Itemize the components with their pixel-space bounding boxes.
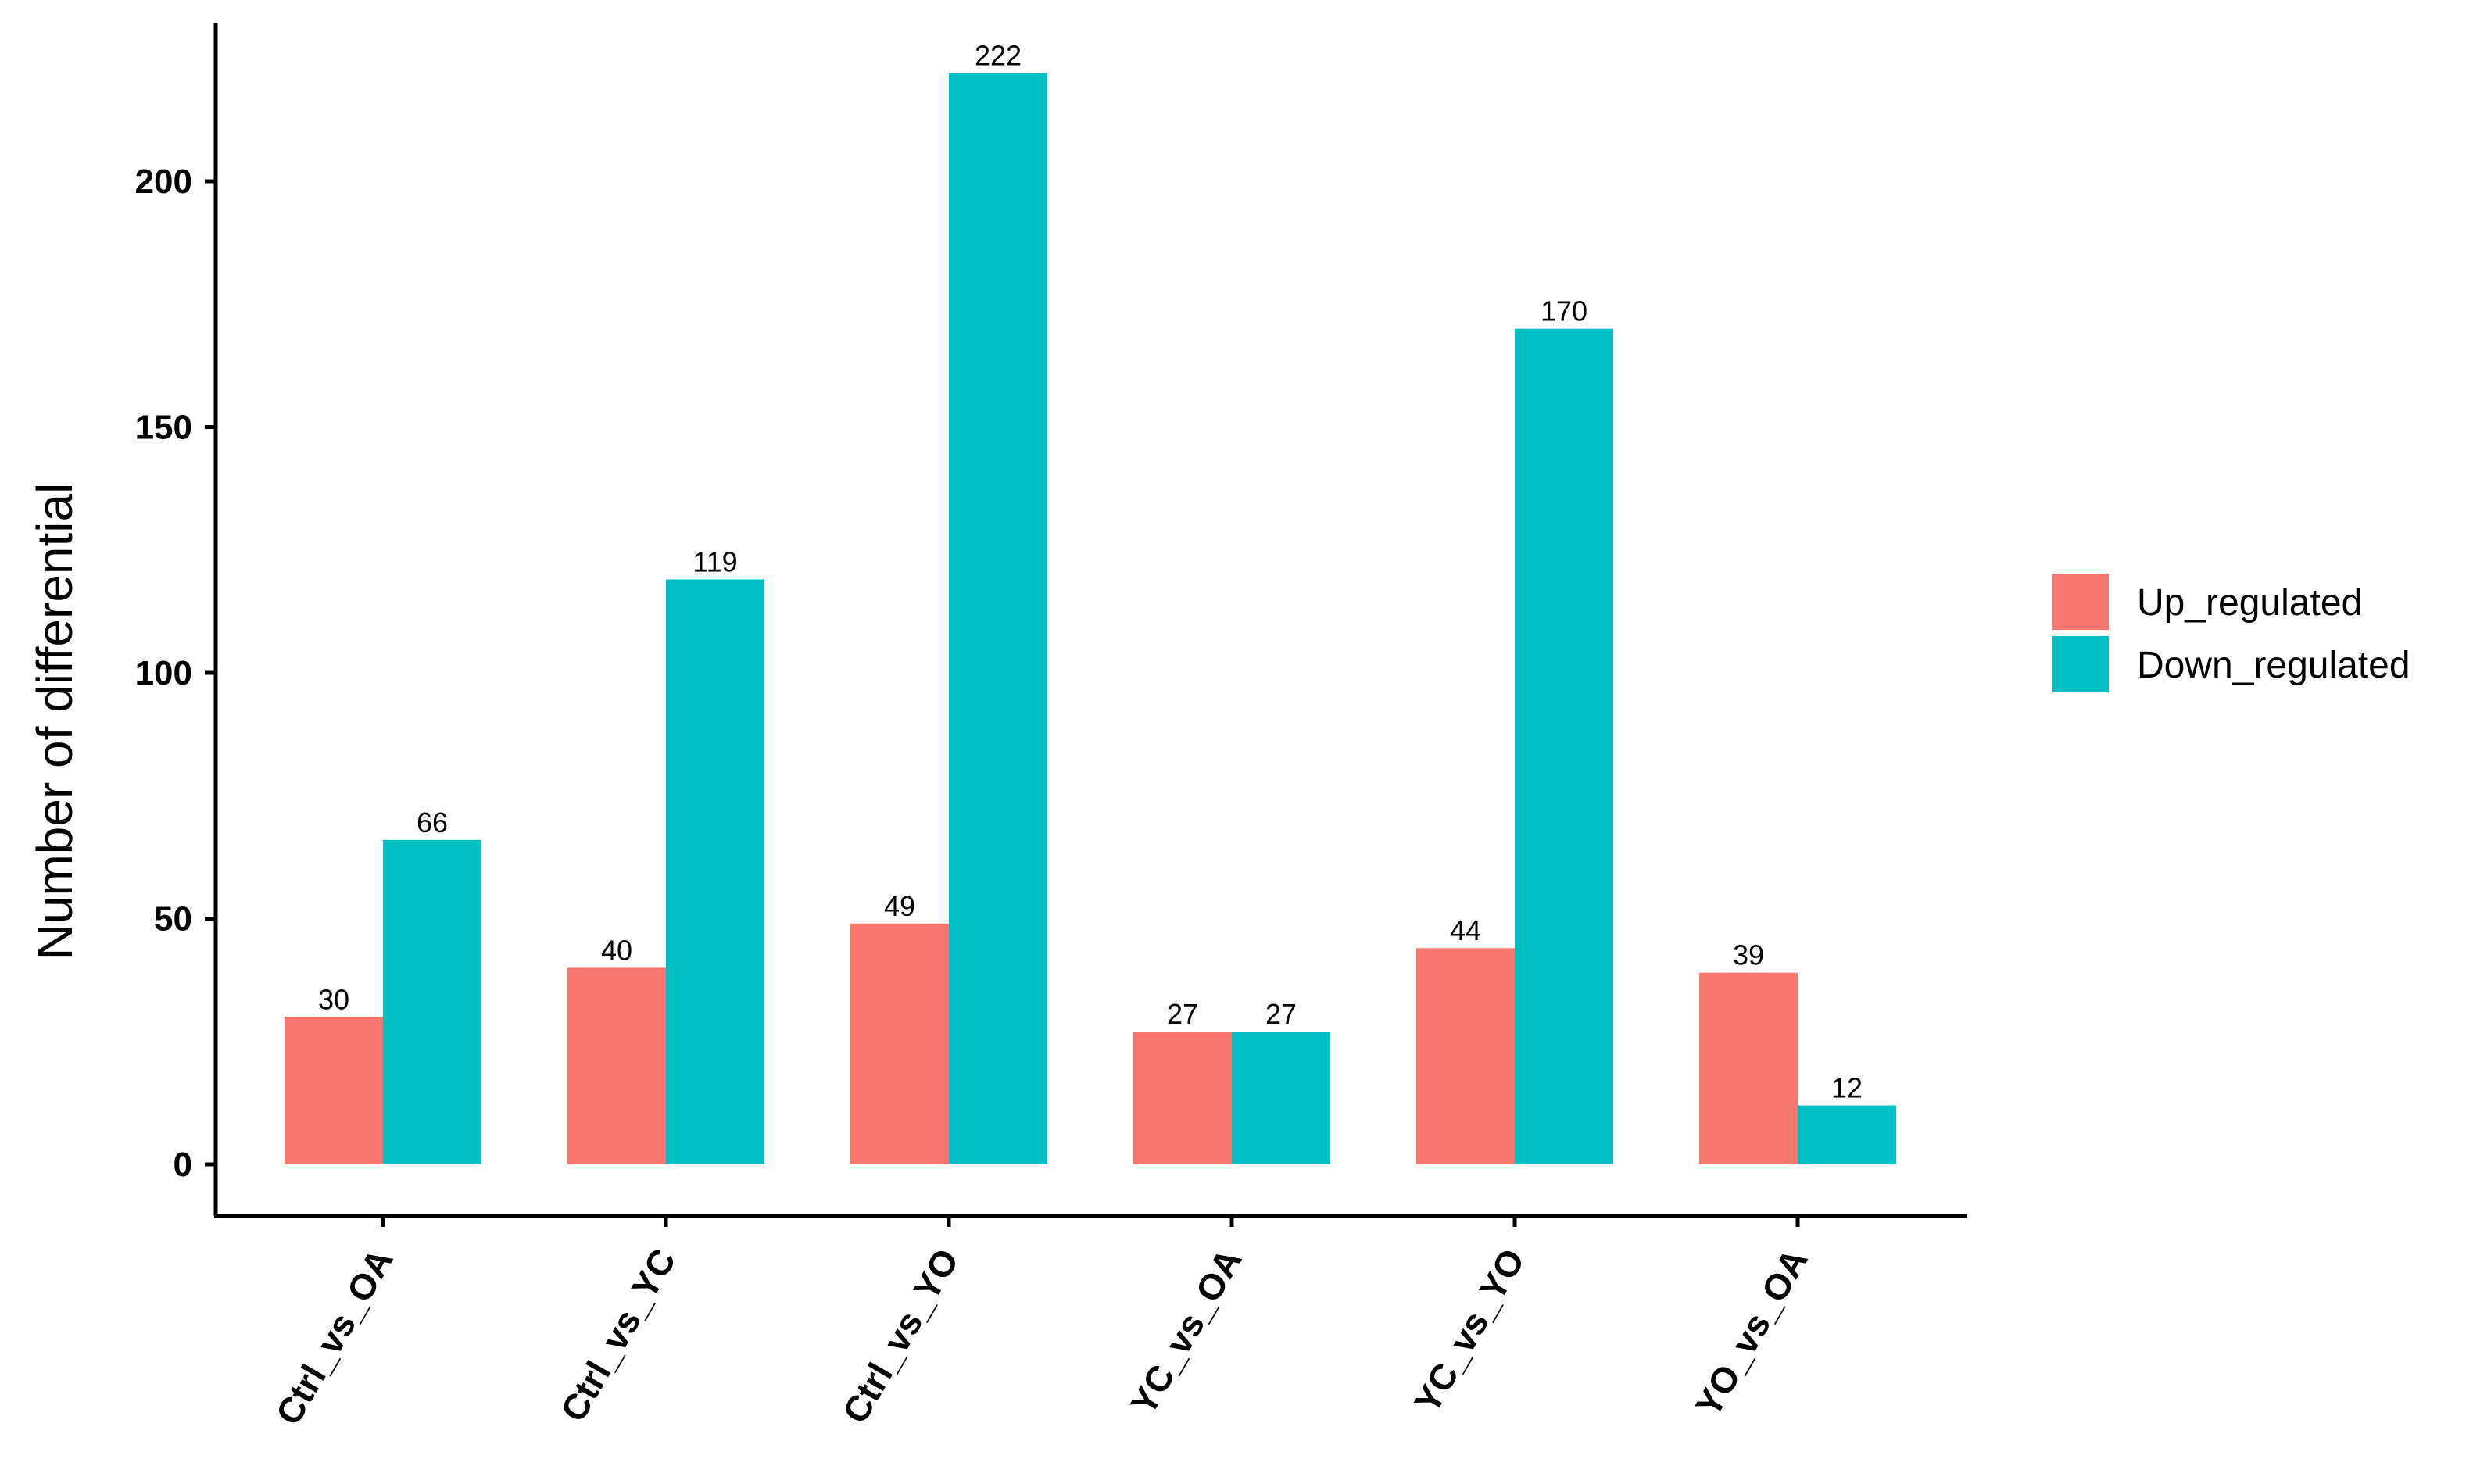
x-category-label: YO_vs_OA [1687,1242,1816,1423]
y-axis-ticks: 0 50 100 150 200 [135,163,216,1184]
y-axis-title: Number of differential [27,483,83,960]
bar-down-regulated [949,73,1047,1165]
plot-area: 30 66 40 119 49 222 27 27 44 170 39 12 [285,40,1896,1165]
y-tick-label: 0 [174,1146,192,1184]
bar-up-regulated [1416,948,1515,1164]
category-group: 44 170 [1416,295,1613,1165]
legend-swatch [2052,574,2109,630]
bar-up-regulated [285,1017,383,1164]
category-group: 39 12 [1699,939,1896,1164]
x-category-label: Ctrl_vs_OA [267,1242,400,1432]
bar-value-label: 49 [884,890,915,922]
legend-item: Up_regulated [2052,574,2362,630]
bar-up-regulated [1699,972,1798,1164]
bar-down-regulated [1515,328,1613,1165]
bar-value-label: 40 [601,934,632,966]
bar-value-label: 66 [417,806,448,839]
bar-value-label: 30 [318,983,349,1015]
bar-down-regulated [666,579,764,1164]
bar-down-regulated [383,839,481,1164]
x-category-label: Ctrl_vs_YC [553,1242,684,1429]
category-group: 27 27 [1133,998,1330,1164]
y-tick-label: 50 [154,900,192,939]
category-group: 30 66 [285,806,481,1164]
bar-up-regulated [1133,1032,1232,1164]
legend-label: Down_regulated [2137,645,2410,686]
bar-value-label: 12 [1831,1072,1863,1104]
bar-value-label: 119 [693,545,737,578]
x-category-label: YC_vs_YO [1406,1242,1532,1420]
bar-up-regulated [850,923,949,1164]
bar-down-regulated [1798,1105,1896,1164]
y-tick-label: 200 [135,163,192,201]
bar-value-label: 44 [1450,914,1481,946]
bar-value-label: 27 [1265,998,1297,1030]
bar-down-regulated [1232,1032,1330,1164]
y-tick-label: 150 [135,409,192,447]
bar-value-label: 27 [1167,998,1198,1030]
legend-item: Down_regulated [2052,636,2410,692]
y-tick-label: 100 [135,654,192,692]
x-axis-ticks: Ctrl_vs_OA Ctrl_vs_YC Ctrl_vs_YO YC_vs_OA YC… [267,1216,1816,1432]
category-group: 49 222 [850,40,1047,1165]
bar-value-label: 170 [1541,295,1587,327]
bar-value-label: 39 [1733,939,1764,971]
legend-swatch [2052,636,2109,692]
category-group: 40 119 [567,545,764,1164]
legend: Up_regulated Down_regulated [2052,574,2410,692]
x-category-label: YC_vs_OA [1122,1242,1250,1421]
bar-up-regulated [567,967,666,1164]
legend-label: Up_regulated [2137,582,2362,624]
x-category-label: Ctrl_vs_YO [835,1242,967,1430]
bar-value-label: 222 [975,40,1022,72]
